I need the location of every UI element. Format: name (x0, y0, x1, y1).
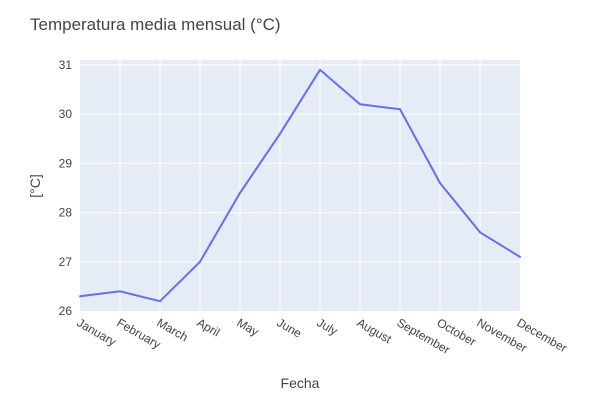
data-point (319, 68, 321, 71)
x-axis-title: Fecha (281, 375, 320, 391)
y-axis-title: [°C] (27, 174, 43, 198)
chart-title: Temperatura media mensual (°C) (30, 15, 281, 34)
data-point (199, 260, 201, 263)
y-tick-label: 30 (59, 107, 73, 121)
y-tick-label: 29 (59, 156, 73, 170)
data-point (519, 255, 521, 258)
data-point (399, 108, 401, 111)
data-point (79, 295, 81, 298)
y-tick-label: 26 (59, 304, 73, 318)
y-tick-label: 28 (59, 206, 73, 220)
plot-background (80, 60, 520, 311)
x-tick-label: February (115, 315, 164, 351)
data-point (279, 132, 281, 135)
series-layer (79, 68, 521, 303)
y-axis-ticks: 26 27 28 29 30 31 (59, 58, 73, 318)
x-tick-label: June (275, 315, 305, 340)
data-point (479, 231, 481, 234)
x-tick-label: May (235, 315, 262, 338)
x-tick-label: January (75, 315, 119, 348)
data-point (119, 290, 121, 293)
data-point (239, 191, 241, 194)
y-tick-label: 27 (59, 255, 73, 269)
data-point (359, 103, 361, 106)
data-point (439, 182, 441, 185)
x-tick-label: August (355, 315, 395, 346)
grid-lines (80, 60, 520, 311)
y-tick-label: 31 (59, 58, 73, 72)
x-tick-label: April (195, 315, 223, 339)
x-tick-label: July (315, 315, 340, 338)
series-line (79, 68, 521, 303)
data-point (159, 300, 161, 303)
